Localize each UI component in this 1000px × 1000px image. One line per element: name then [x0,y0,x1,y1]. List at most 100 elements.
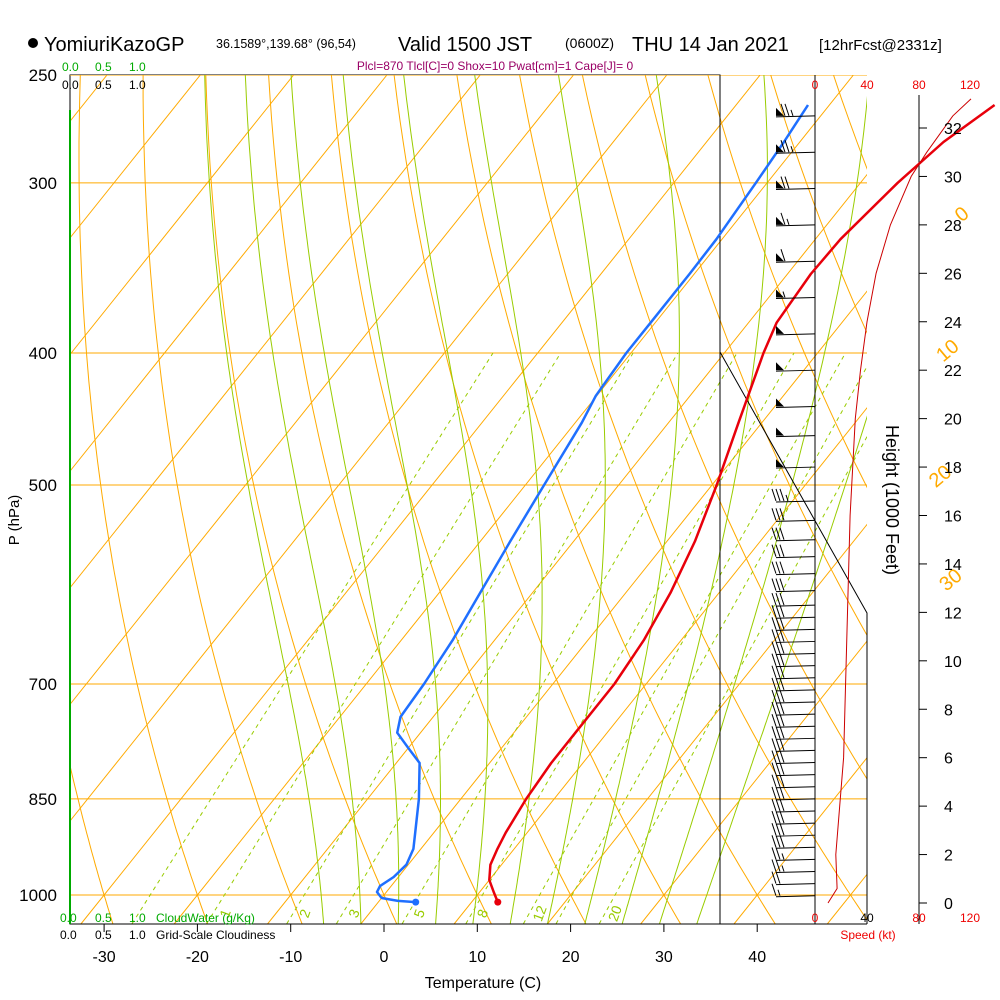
wind-barb-staff [775,822,816,825]
isotherm--60 [70,75,481,589]
wind-barb [775,103,816,118]
wind-barb [771,847,816,861]
height-tick-label: 0 [944,896,953,913]
dry-adiabat-90 [770,75,867,334]
isotherm-40 [733,756,867,924]
wind-barb-feather [771,578,777,591]
height-tick-label: 10 [944,654,962,671]
pressure-tick-label: 700 [29,675,57,694]
speed-scale: 0 40 80 120 0 40 80 120 Speed (kt) [812,78,981,942]
speed-bottom-80: 80 [912,911,926,925]
wind-barb-feather [775,859,781,872]
wind-barb-feather [771,665,777,678]
wind-barb-feather [771,883,777,896]
wind-barb-feather [771,750,777,763]
wind-barb-feather [775,488,781,502]
mixing-ratio-5 [401,352,738,924]
mixing-ratio-20 [598,435,867,924]
wind-barb-staff [775,846,816,849]
wind-barb-feather [780,176,786,189]
wind-barb-feather [779,786,785,800]
mixing-ratio-label: 8 [474,907,492,920]
wind-barb-feather [771,488,777,502]
wind-barb-feather [779,835,785,848]
wind-barb-half-feather [781,865,785,872]
wind-barb-feather [771,798,777,812]
cloud-top-0: 0.0 [62,60,79,74]
mixing-ratio-8 [465,352,795,924]
wind-barb [771,508,816,522]
wind-barb [771,629,816,643]
wind-barb-staff [775,665,816,668]
dewpoint-line [375,104,810,904]
dry-adiabat-10 [268,75,492,924]
wind-barb-feather [775,701,781,715]
wind-barb-feather [771,714,777,727]
wind-barb-feather [771,847,777,860]
wind-barb-feather [771,810,777,824]
wind-barb [771,714,816,728]
isotherm-label-right: 10 [932,335,963,366]
wind-barb-feather [779,578,785,591]
dry-adiabat-20 [330,75,587,924]
moist-adiabat-4 [290,75,400,924]
wind-barb [775,289,816,300]
cloud-bottom-2: 1.0 [129,911,146,925]
wind-barb-feather [775,665,781,678]
wind-barb-feather [784,176,790,189]
mixing-ratio-2 [286,352,634,924]
wind-barb-feather [771,592,777,606]
cloudiness-bottom-1: 0.5 [95,928,112,942]
wind-barb-feather [779,653,785,666]
wind-barb-feather [779,605,785,618]
wind-barb [771,689,816,704]
wind-barb-feather [775,592,781,606]
pressure-tick-label: 250 [29,66,57,85]
height-tick-label: 30 [944,169,962,186]
x-axis-title: Temperature (C) [425,975,541,992]
dry-adiabat-60 [581,75,867,780]
wind-barb-feather [779,762,785,775]
wind-barb [771,774,816,789]
wind-barb-feather [775,561,781,574]
temp-tick-label: 40 [748,949,766,966]
wind-barb-half-feather [790,109,794,117]
isotherm-50 [827,873,867,924]
mixing-ratio-label: 2 [296,907,314,920]
wind-barb [775,427,816,438]
speed-profile-line [827,98,972,904]
wind-barb-half-feather [786,218,790,226]
wind-barb-feather [779,677,785,691]
moist-adiabat--4 [204,75,325,924]
wind-barb-staff [775,798,816,801]
wind-barb-feather [779,561,785,574]
moist-adiabat-8 [342,75,441,924]
wind-barb-feather [779,714,785,727]
wind-barb [771,641,816,656]
wind-barb-feather [771,617,777,630]
wind-barb-feather [775,605,781,618]
wind-barb-feather [779,592,785,606]
wind-barb-staff [775,762,816,765]
wind-barb-staff [775,333,816,336]
cloud-scale-top: 0.0 0.5 1.0 0.0 0.5 1.0 [62,60,146,92]
wind-barb [771,561,816,576]
height-tick-label: 14 [944,557,962,574]
dry-adiabat-70 [644,75,867,637]
mixing-ratio-label: 5 [410,907,428,920]
plot-frame [69,74,721,925]
wind-barb-staff [775,883,816,886]
wind-barb [771,653,816,668]
temp-tick-label: 0 [380,949,389,966]
wind-barb-feather [771,859,777,872]
cloud-scale-bottom: 0.0 0.5 1.0 CloudWater (g/Kg) 0.0 0.5 1.… [60,911,275,942]
dry-adiabat-0 [205,75,398,924]
wind-barb-flag [776,325,784,334]
wind-barb-feather [771,774,777,787]
height-tick-label: 8 [944,702,953,719]
cloudiness-bottom-2: 1.0 [129,928,146,942]
wind-barb-staff [775,689,816,692]
dry-adiabat-80 [707,75,867,489]
wind-barb-staff [775,640,816,643]
